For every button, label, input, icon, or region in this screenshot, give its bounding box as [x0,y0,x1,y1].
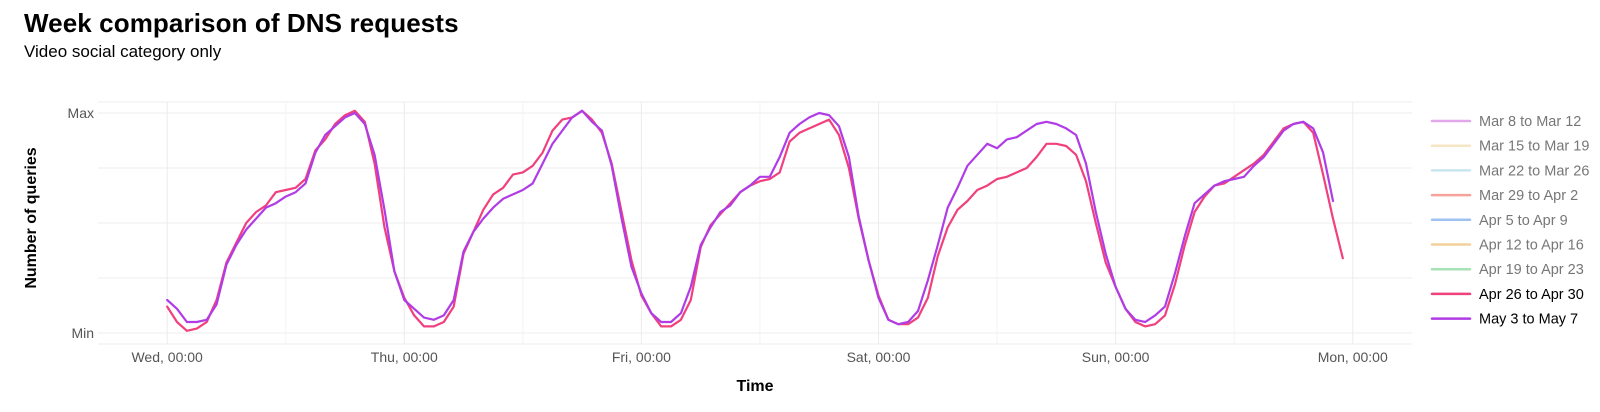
series-line [166,109,1335,326]
x-tick-label: Fri, 00:00 [612,349,671,365]
x-tick-label: Sun, 00:00 [1082,349,1150,365]
x-tick-label: Mon, 00:00 [1318,349,1388,365]
series-line [166,109,1344,332]
legend-label: Apr 19 to Apr 23 [1479,262,1584,278]
legend: Mar 8 to Mar 12 Mar 15 to Mar 19 Mar 22 to… [1430,114,1589,328]
legend-label: Apr 12 to Apr 16 [1479,238,1584,254]
x-axis-ticks: Wed, 00:00 Thu, 00:00 Fri, 00:00 Sat, 00:00… [131,349,1387,365]
y-axis-ticks: Min Max [68,105,94,341]
legend-label: Mar 29 to Apr 2 [1479,188,1578,204]
legend-label: Mar 8 to Mar 12 [1479,114,1581,130]
x-axis-title: Time [736,378,773,395]
chart-title: Week comparison of DNS requests [24,8,459,38]
x-tick-label: Thu, 00:00 [371,349,438,365]
legend-label: Apr 5 to Apr 9 [1479,213,1568,229]
x-tick-label: Sat, 00:00 [847,349,911,365]
legend-label: Mar 22 to Mar 26 [1479,163,1589,179]
y-tick-label: Min [71,325,94,341]
legend-label: Mar 15 to Mar 19 [1479,139,1589,155]
y-axis-title: Number of queries [23,147,40,288]
x-tick-label: Wed, 00:00 [131,349,203,365]
y-tick-label: Max [68,105,94,121]
legend-label: May 3 to May 7 [1479,312,1578,328]
grid [98,101,1412,345]
legend-label: Apr 26 to Apr 30 [1479,287,1584,303]
chart-subtitle: Video social category only [24,42,222,61]
series-lines [166,109,1344,332]
